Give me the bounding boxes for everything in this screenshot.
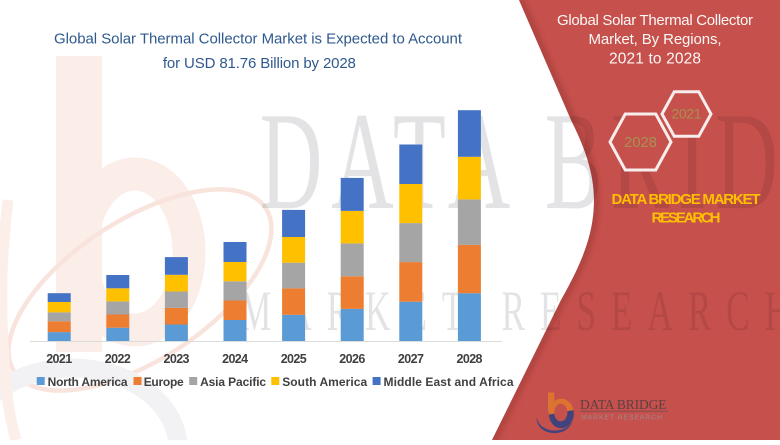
svg-text:MARKET RESEARCH: MARKET RESEARCH xyxy=(581,415,665,422)
svg-text:Middle East and Africa: Middle East and Africa xyxy=(384,375,514,389)
svg-text:2028: 2028 xyxy=(457,352,483,366)
svg-text:2021 to 2028: 2021 to 2028 xyxy=(609,51,701,68)
svg-text:2021: 2021 xyxy=(46,352,72,366)
svg-text:2026: 2026 xyxy=(339,352,365,366)
svg-text:Europe: Europe xyxy=(144,375,184,389)
svg-text:2023: 2023 xyxy=(164,352,190,366)
svg-text:2028: 2028 xyxy=(624,134,657,151)
svg-text:DATA BRIDGE: DATA BRIDGE xyxy=(580,397,667,412)
svg-text:Global Solar Thermal Collector: Global Solar Thermal Collector xyxy=(557,12,753,29)
svg-text:North America: North America xyxy=(48,375,128,389)
svg-text:2021: 2021 xyxy=(672,106,702,122)
svg-text:Global Solar Thermal Collector: Global Solar Thermal Collector Market is… xyxy=(54,31,463,48)
svg-text:2024: 2024 xyxy=(222,352,248,366)
svg-text:RESEARCH: RESEARCH xyxy=(652,210,721,227)
svg-text:2027: 2027 xyxy=(398,352,424,366)
svg-text:Asia Pacific: Asia Pacific xyxy=(200,375,266,389)
svg-text:2025: 2025 xyxy=(281,352,307,366)
svg-text:DATA BRIDGE MARKET: DATA BRIDGE MARKET xyxy=(612,191,761,208)
svg-text:Market, By Regions,: Market, By Regions, xyxy=(589,31,722,48)
svg-text:South America: South America xyxy=(282,375,367,389)
svg-text:2022: 2022 xyxy=(105,352,131,366)
svg-text:for USD 81.76 Billion by 2028: for USD 81.76 Billion by 2028 xyxy=(163,55,356,72)
